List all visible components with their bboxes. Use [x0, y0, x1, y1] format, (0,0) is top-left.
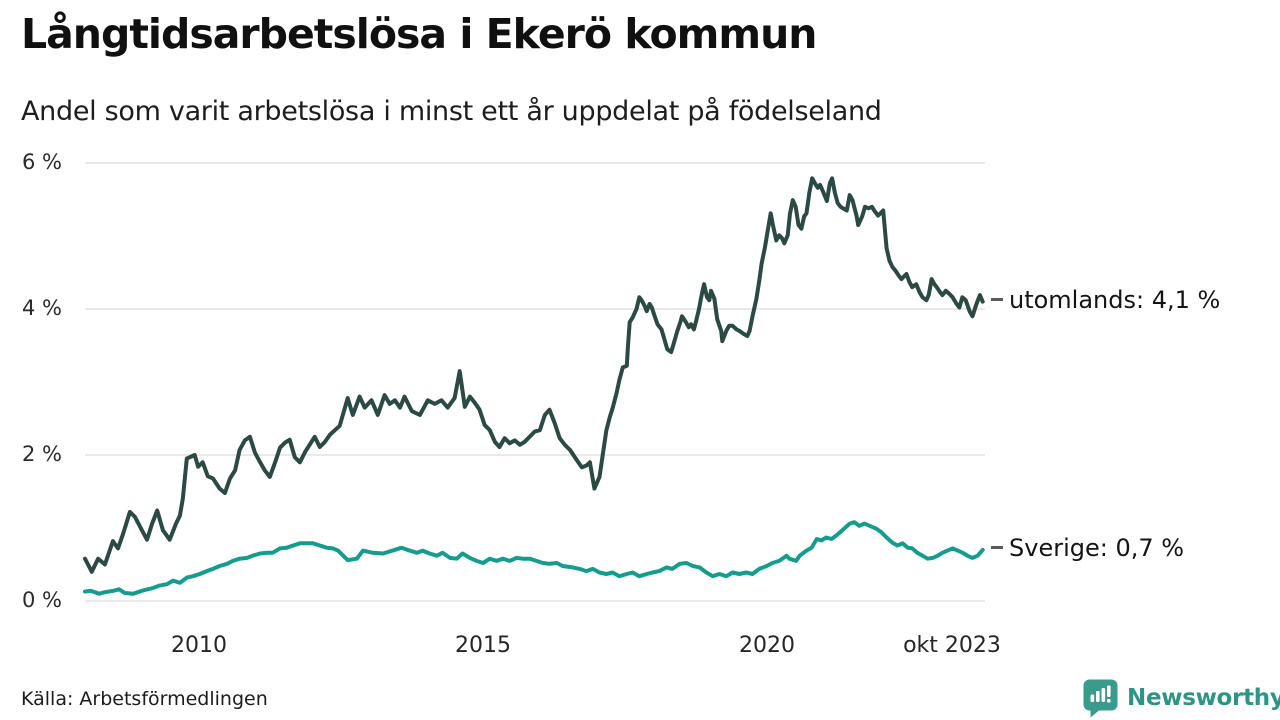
series-dash-sverige — [991, 546, 1003, 550]
x-axis-tick-2015: 2015 — [455, 633, 511, 658]
y-axis-tick-0: 0 % — [22, 588, 62, 612]
newsworthy-brand[interactable]: Newsworthy — [1082, 678, 1280, 718]
x-axis-tick-2010: 2010 — [171, 633, 227, 658]
chart-title: Långtidsarbetslösa i Ekerö kommun — [21, 10, 817, 58]
x-axis-tick-2020: 2020 — [739, 633, 795, 658]
series-label-text: utomlands: 4,1 % — [1009, 285, 1221, 314]
y-axis-tick-2: 2 % — [22, 442, 62, 466]
series-label-sverige: Sverige: 0,7 % — [991, 534, 1184, 562]
series-dash-utomlands — [991, 298, 1003, 302]
newsworthy-logo-icon — [1083, 679, 1118, 718]
x-axis-tick-okt-2023: okt 2023 — [903, 633, 1001, 658]
source-note: Källa: Arbetsförmedlingen — [21, 688, 268, 710]
series-label-text: Sverige: 0,7 % — [1009, 533, 1185, 562]
chart-subtitle: Andel som varit arbetslösa i minst ett å… — [21, 96, 882, 127]
y-axis-tick-4: 4 % — [22, 296, 62, 320]
series-label-utomlands: utomlands: 4,1 % — [991, 286, 1220, 314]
y-axis-tick-6: 6 % — [22, 150, 62, 174]
newsworthy-brand-name: Newsworthy — [1127, 685, 1280, 711]
